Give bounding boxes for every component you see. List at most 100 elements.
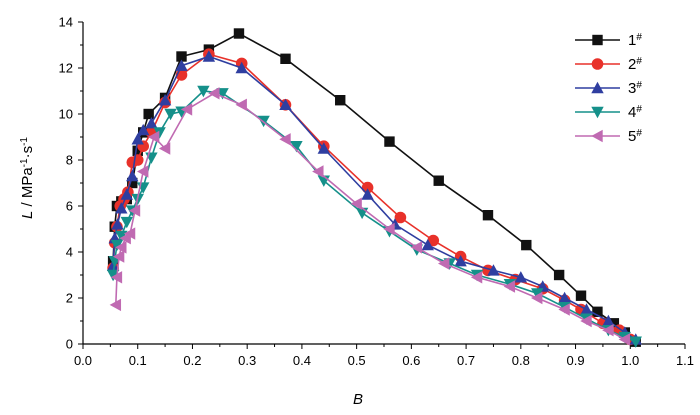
legend-label: 5#: [628, 128, 642, 146]
data-point: [438, 257, 450, 270]
data-point: [112, 250, 125, 263]
data-point: [280, 53, 291, 64]
data-point: [421, 238, 434, 251]
series-line-1: [112, 32, 637, 343]
data-point: [143, 108, 154, 120]
data-point: [482, 210, 494, 221]
data-point: [202, 50, 216, 62]
data-point: [427, 234, 440, 247]
data-point: [575, 290, 587, 301]
data-point: [470, 271, 483, 284]
data-point: [208, 87, 220, 100]
data-point: [503, 280, 516, 293]
data-point: [120, 216, 133, 229]
data-point: [433, 175, 444, 186]
x-tick-label: 0.3: [238, 353, 256, 368]
y-tick-label: 4: [66, 245, 73, 260]
y-axis-label: L / MPa-1·s-1: [19, 137, 37, 219]
legend-item-5: 5#: [575, 128, 642, 146]
data-point: [110, 271, 123, 284]
y-tick-label: 8: [66, 153, 73, 168]
x-axis-title: B: [353, 391, 363, 408]
data-point: [335, 95, 346, 106]
data-point: [521, 239, 532, 251]
data-point: [279, 98, 292, 110]
data-point: [132, 145, 143, 156]
data-point: [384, 136, 395, 147]
legend-label: 4#: [628, 104, 642, 122]
data-point: [115, 241, 127, 254]
data-point: [531, 291, 543, 305]
data-point: [312, 165, 324, 178]
data-point: [279, 133, 291, 146]
data-point: [558, 303, 570, 316]
series-line-5: [115, 92, 626, 341]
series-3: [106, 50, 642, 345]
data-point: [115, 202, 128, 214]
data-point: [558, 291, 571, 304]
legend-label: 3#: [628, 80, 642, 98]
y-tick-label: 10: [59, 107, 73, 122]
data-point: [629, 336, 642, 348]
legend-item-4: 4#: [575, 104, 642, 122]
data-point: [109, 298, 122, 312]
data-point: [164, 108, 177, 121]
data-point: [106, 269, 120, 282]
data-point: [106, 259, 120, 271]
data-point: [290, 141, 303, 153]
data-point: [454, 255, 467, 267]
y-axis-title: L / MPa-1·s-1: [19, 137, 37, 219]
data-point: [350, 197, 362, 210]
data-point: [128, 204, 141, 217]
series-layer: [106, 28, 642, 348]
data-point: [317, 142, 330, 154]
legend-marker: [591, 129, 603, 143]
legend-item-3: 3#: [575, 80, 642, 98]
y-axis-label-var: L: [19, 211, 36, 219]
data-point: [580, 314, 592, 328]
x-tick-label: 0.0: [74, 353, 92, 368]
series-5: [109, 87, 630, 346]
data-point: [137, 123, 150, 136]
data-point: [158, 142, 171, 155]
legend-marker: [591, 81, 604, 94]
data-point: [120, 188, 133, 200]
x-tick-label: 0.6: [402, 353, 420, 368]
legend: 1# 2# 3# 4# 5#: [575, 32, 642, 146]
data-point: [123, 227, 136, 240]
x-tick-label: 1.0: [621, 353, 639, 368]
data-point: [137, 165, 149, 178]
legend-marker: [591, 58, 604, 70]
data-point: [175, 59, 188, 71]
legend-label: 2#: [628, 56, 642, 74]
data-point: [487, 264, 500, 276]
data-point: [127, 177, 138, 189]
data-point: [235, 61, 248, 74]
data-point: [176, 51, 187, 62]
data-point: [110, 239, 124, 252]
axes: 0.0 0.1 0.2 0.3 0.4 0.5 0.6 0.7 0.8 0.9 1.0 1.1 0 2 4 6…: [59, 15, 695, 369]
x-axis-label: B: [353, 391, 363, 408]
legend-label: 1#: [628, 32, 642, 50]
data-point: [355, 207, 369, 220]
data-point: [553, 269, 565, 281]
y-tick-label: 2: [66, 291, 73, 306]
data-point: [618, 333, 630, 346]
x-tick-label: 0.8: [512, 353, 530, 368]
y-tick-label: 6: [66, 199, 73, 214]
x-tick-label: 0.9: [567, 353, 585, 368]
y-axis-label-sep: /: [19, 198, 36, 211]
legend-marker: [591, 106, 604, 119]
data-point: [145, 117, 158, 129]
data-point: [126, 169, 139, 182]
y-tick-label: 0: [66, 337, 73, 352]
data-point: [233, 28, 245, 39]
data-point: [197, 85, 210, 98]
x-tick-label: 0.7: [457, 353, 475, 368]
data-point: [158, 94, 172, 106]
x-tick-label: 1.1: [676, 353, 694, 368]
data-point: [180, 103, 193, 116]
y-axis-label-exp2: -1: [19, 137, 30, 146]
data-point: [361, 188, 374, 200]
